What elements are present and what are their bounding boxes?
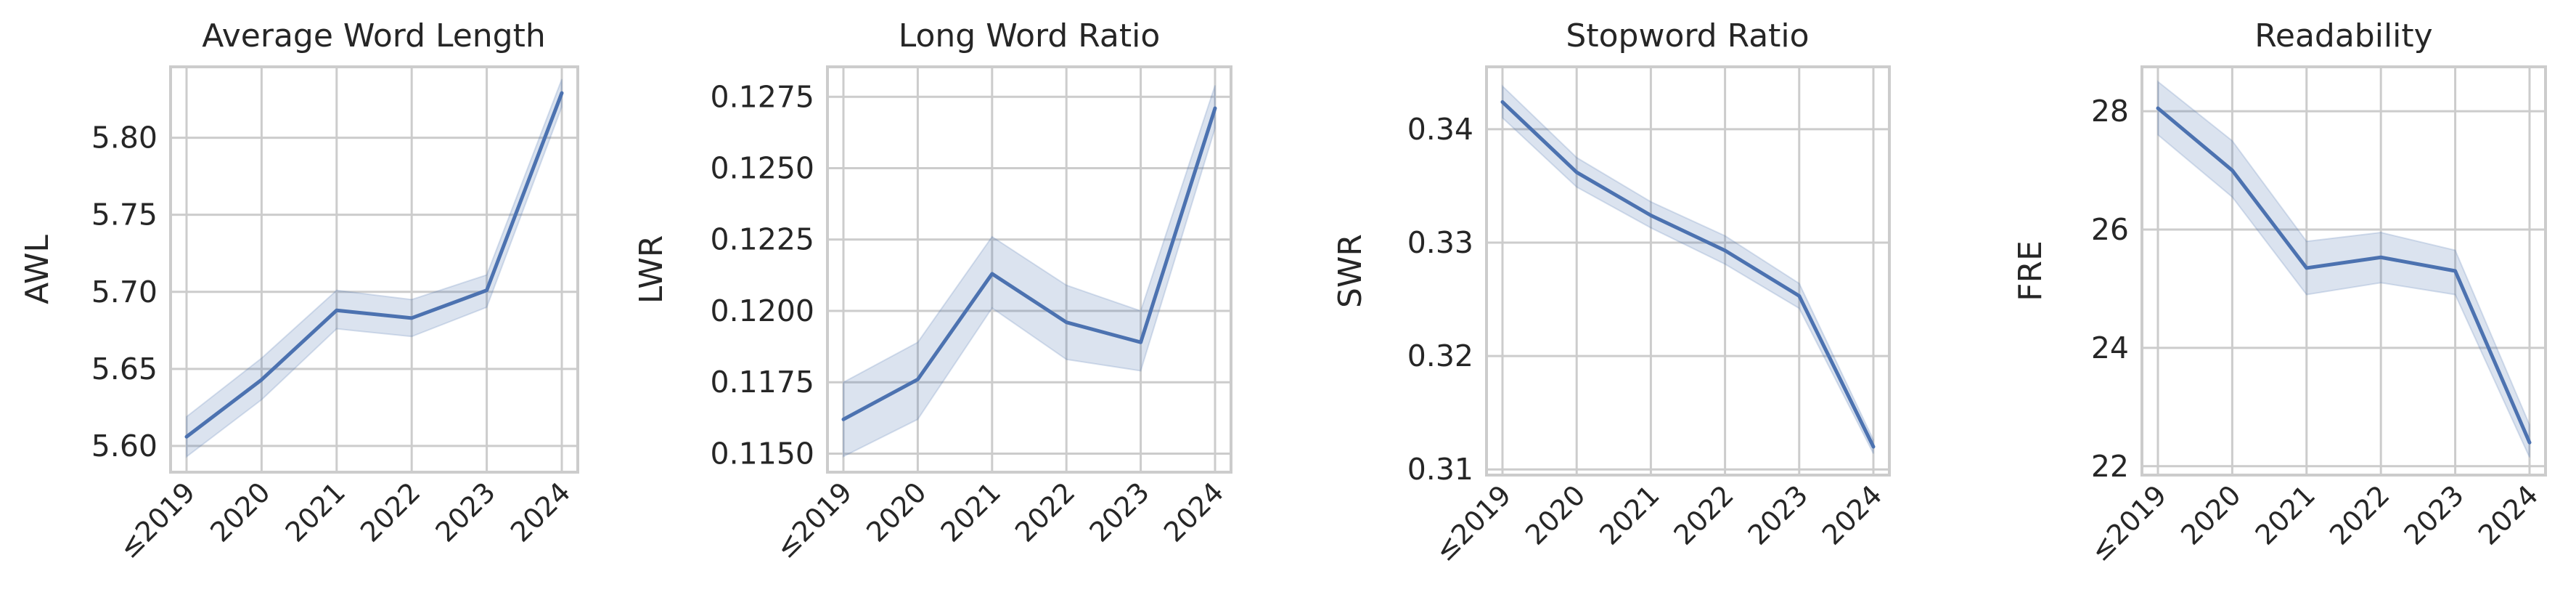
y-axis-label: SWR [1332,234,1369,308]
series-line [841,106,1217,421]
data-point [841,417,846,421]
y-tick-label: 5.65 [91,352,158,386]
y-tick-label: 0.1175 [711,365,814,400]
data-point [1574,170,1579,174]
y-tick-label: 0.32 [1407,339,1473,373]
y-tick-label: 0.1225 [711,222,814,257]
y-tick-label: 0.34 [1407,112,1473,147]
data-point [335,308,339,312]
y-tick-label: 0.1275 [711,79,814,114]
data-point [259,378,263,382]
panel-title: Readability [2254,17,2432,54]
y-tick-label: 0.1150 [711,436,814,471]
confidence-band [2157,80,2530,458]
axes-frame [169,65,579,474]
data-point [1500,100,1505,104]
y-axis-label: AWL [19,235,56,304]
data-point [2527,440,2532,445]
data-point [1139,340,1143,344]
y-tick-label: 0.31 [1407,452,1473,487]
confidence-band [843,85,1216,458]
grid [171,67,578,472]
series-line [184,91,564,439]
data-point [409,316,414,320]
y-tick-label: 28 [2091,94,2129,129]
data-point [1797,293,1802,298]
grid [827,67,1231,472]
grid [1487,67,1889,475]
data-point [2305,266,2309,270]
y-axis-label: FRE [2012,240,2049,301]
data-point [1871,445,1876,449]
series-line [1500,100,1876,449]
y-tick-label: 5.60 [91,429,158,463]
confidence-band [1502,84,1874,454]
data-point [1064,320,1068,325]
y-tick-label: 0.1200 [711,293,814,328]
y-tick-label: 24 [2091,331,2129,365]
data-point [2379,255,2383,259]
y-tick-label: 5.75 [91,198,158,232]
y-tick-label: 0.1250 [711,151,814,186]
axes-frame [826,65,1232,474]
y-tick-label: 0.33 [1407,225,1473,260]
data-point [1723,248,1727,253]
panel-title: Stopword Ratio [1566,17,1809,54]
data-point [915,377,920,381]
series-line [2156,106,2532,445]
y-tick-label: 26 [2091,212,2129,247]
y-tick-label: 22 [2091,449,2129,484]
data-point [1213,106,1217,110]
data-point [560,91,564,95]
panel-title: Long Word Ratio [899,17,1161,54]
y-tick-label: 5.80 [91,121,158,155]
panel-title: Average Word Length [202,17,546,54]
data-point [2230,169,2234,173]
data-point [1648,214,1653,218]
y-tick-label: 5.70 [91,275,158,309]
data-point [2453,269,2458,273]
axes-frame [1485,65,1891,477]
data-point [485,288,489,293]
data-point [184,434,189,439]
axes-frame [2140,65,2547,477]
y-axis-label: LWR [633,235,670,304]
data-point [2156,106,2160,110]
data-point [990,272,994,276]
